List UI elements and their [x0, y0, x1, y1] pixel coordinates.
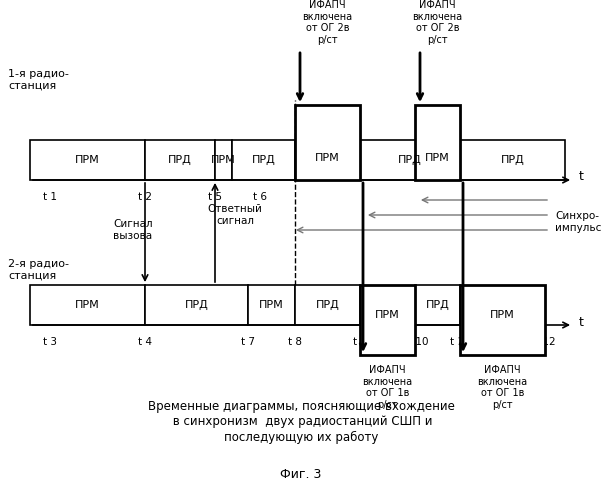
Bar — [145, 140, 215, 180]
Bar — [460, 140, 565, 180]
Text: Фиг. 3: Фиг. 3 — [281, 468, 321, 481]
Text: ПРМ: ПРМ — [75, 155, 100, 165]
Text: ПРД: ПРД — [252, 155, 275, 165]
Text: Синхро-
импульсы: Синхро- импульсы — [555, 211, 602, 233]
Text: ПРМ: ПРМ — [259, 300, 284, 310]
Text: ПРД: ПРД — [426, 300, 449, 310]
Text: ПРД: ПРД — [185, 300, 208, 310]
Text: t 12: t 12 — [535, 337, 555, 347]
Text: t 5: t 5 — [208, 192, 222, 202]
Text: t 4: t 4 — [138, 337, 152, 347]
Text: ПРМ: ПРМ — [375, 310, 400, 320]
Text: ПРД: ПРД — [501, 155, 524, 165]
Bar — [360, 285, 415, 355]
Text: 2-я радио-
станция: 2-я радио- станция — [8, 259, 69, 281]
Bar — [360, 140, 460, 180]
Bar — [460, 285, 545, 355]
Bar — [145, 285, 248, 325]
Text: t 10: t 10 — [408, 337, 428, 347]
Bar — [415, 285, 460, 325]
Bar — [215, 140, 232, 180]
Text: ИФАПЧ
включена
от ОГ 1в
р/ст: ИФАПЧ включена от ОГ 1в р/ст — [477, 365, 527, 410]
Text: ИФАПЧ
включена
от ОГ 2в
р/ст: ИФАПЧ включена от ОГ 2в р/ст — [412, 0, 462, 45]
Text: t 7: t 7 — [241, 337, 255, 347]
Text: ПРМ: ПРМ — [211, 155, 236, 165]
Text: t 9: t 9 — [353, 337, 367, 347]
Bar — [30, 140, 145, 180]
Bar — [248, 285, 295, 325]
Bar — [232, 140, 295, 180]
Text: t: t — [579, 170, 584, 183]
Text: t 3: t 3 — [43, 337, 57, 347]
Text: Сигнал
вызова: Сигнал вызова — [113, 219, 153, 241]
Text: ПРМ: ПРМ — [490, 310, 515, 320]
Text: t: t — [579, 316, 584, 328]
Bar — [30, 285, 145, 325]
Text: ПРМ: ПРМ — [315, 153, 340, 163]
Text: t 6: t 6 — [253, 192, 267, 202]
Text: ПРМ: ПРМ — [75, 300, 100, 310]
Bar — [415, 105, 460, 180]
Bar — [295, 105, 360, 180]
Text: ИФАПЧ
включена
от ОГ 1в
р/ст: ИФАПЧ включена от ОГ 1в р/ст — [362, 365, 412, 410]
Text: ИФАПЧ
включена
от ОГ 2в
р/ст: ИФАПЧ включена от ОГ 2в р/ст — [302, 0, 353, 45]
Bar — [295, 285, 360, 325]
Text: t 1: t 1 — [43, 192, 57, 202]
Text: t 2: t 2 — [138, 192, 152, 202]
Text: Ответный
сигнал: Ответный сигнал — [208, 204, 262, 226]
Text: t 11: t 11 — [450, 337, 470, 347]
Text: t 8: t 8 — [288, 337, 302, 347]
Text: ПРМ: ПРМ — [425, 153, 450, 163]
Text: ПРД: ПРД — [168, 155, 192, 165]
Text: ПРД: ПРД — [398, 155, 422, 165]
Text: Временные диаграммы, поясняющие вхождение
 в синхронизм  двух радиостанций СШП и: Временные диаграммы, поясняющие вхождени… — [147, 400, 455, 444]
Text: 1-я радио-
станция: 1-я радио- станция — [8, 69, 69, 91]
Text: ПРД: ПРД — [315, 300, 340, 310]
